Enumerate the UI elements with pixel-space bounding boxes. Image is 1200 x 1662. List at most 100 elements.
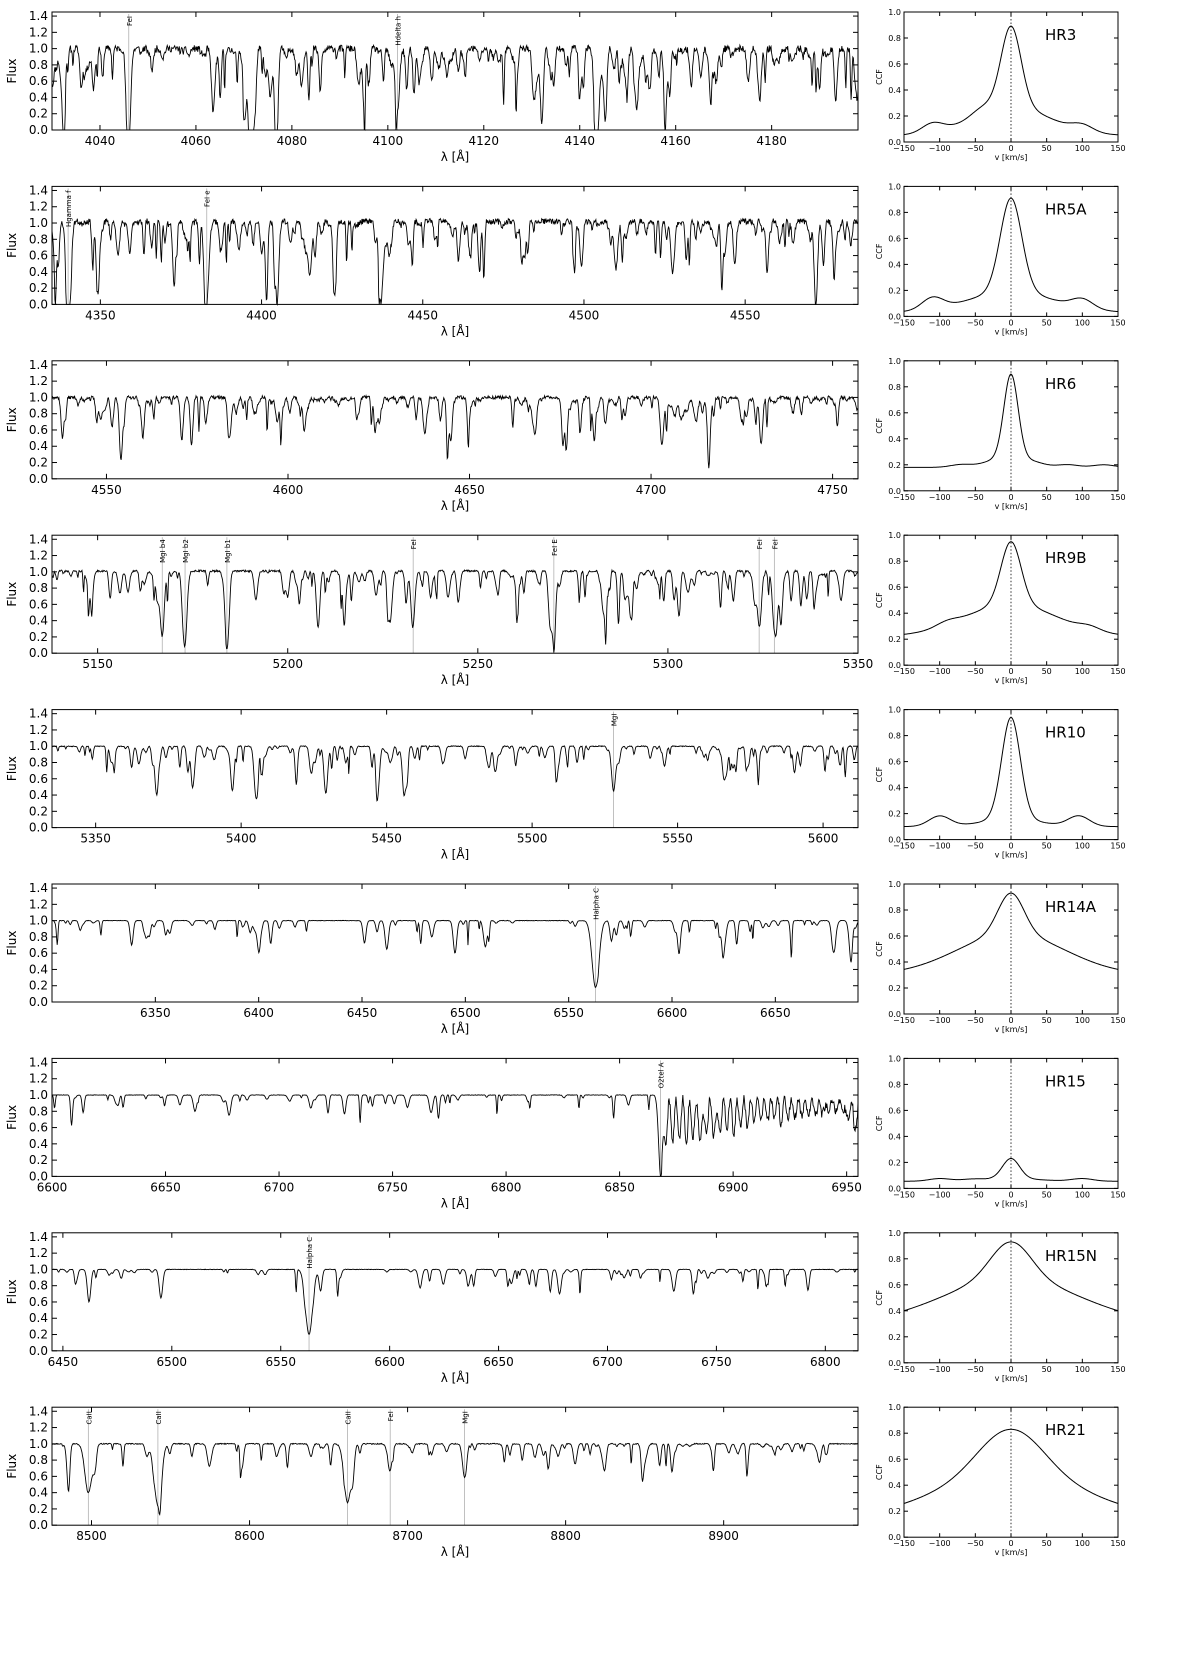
y-tick-label: 1.0 xyxy=(29,1437,48,1451)
y-tick-label: 0.4 xyxy=(888,958,901,967)
y-tick-label: 1.2 xyxy=(29,549,48,563)
spectrum-hr14a: 6350 6400 6450 6500 6550 6600 6650 0.0 0.2 0.4 0.6… xyxy=(5,881,859,1036)
x-tick-label: 4700 xyxy=(636,483,667,497)
setup-label: HR3 xyxy=(1045,26,1076,44)
y-tick-label: 0.8 xyxy=(888,557,901,566)
x-tick-label: 100 xyxy=(1075,1365,1090,1374)
y-axis-label: Flux xyxy=(5,59,19,84)
spectrum-hr6: 4550 4600 4650 4700 4750 0.0 0.2 0.4 0.6 0.8 1.0 1.… xyxy=(5,358,859,513)
x-tick-label: 5550 xyxy=(662,832,693,846)
line-label: FeI xyxy=(410,539,418,549)
y-axis-label: CCF xyxy=(875,941,884,957)
y-tick-label: 0.2 xyxy=(888,112,901,121)
ccf-line xyxy=(903,1241,1119,1312)
y-tick-label: 0.2 xyxy=(888,984,901,993)
x-tick-label: 0 xyxy=(1008,667,1013,676)
y-tick-label: 0.0 xyxy=(888,836,901,845)
x-tick-label: 100 xyxy=(1075,318,1090,327)
y-tick-label: 0.2 xyxy=(29,1328,48,1342)
y-tick-label: 1.4 xyxy=(29,532,48,546)
x-tick-label: −50 xyxy=(967,1016,984,1025)
y-tick-label: 0.6 xyxy=(888,583,901,592)
x-tick-label: −50 xyxy=(967,667,984,676)
x-tick-label: 100 xyxy=(1075,144,1090,153)
spectrum-hr3: 4040 4060 4080 4100 4120 4140 4160 4180 0.0 0.2 0.… xyxy=(5,9,859,164)
x-tick-label: −150 xyxy=(893,144,915,153)
y-tick-label: 0.0 xyxy=(888,661,901,670)
x-tick-label: 6550 xyxy=(265,1355,296,1369)
ccf-hr5a: −150 −100 −50 0 50 100 150 0.0 0.2 0.4 0.6 0.8 1.0 v … xyxy=(875,182,1126,336)
x-tick-label: 4040 xyxy=(85,134,116,148)
y-tick-label: 0.4 xyxy=(888,784,901,793)
y-tick-label: 0.0 xyxy=(29,472,48,486)
x-tick-label: 0 xyxy=(1008,318,1013,327)
x-tick-label: 8800 xyxy=(550,1529,581,1543)
y-tick-label: 0.0 xyxy=(29,1518,48,1532)
x-tick-label: 6600 xyxy=(374,1355,405,1369)
x-tick-label: 4600 xyxy=(273,483,304,497)
x-tick-label: 0 xyxy=(1008,1190,1013,1199)
x-tick-label: 6650 xyxy=(483,1355,514,1369)
y-tick-label: 0.8 xyxy=(888,1429,901,1438)
x-tick-label: 4500 xyxy=(569,308,600,322)
y-tick-label: 0.0 xyxy=(888,312,901,321)
x-tick-label: 5400 xyxy=(226,832,257,846)
y-tick-label: 0.6 xyxy=(29,597,48,611)
x-tick-label: 6550 xyxy=(553,1006,584,1020)
line-label: MgI b1 xyxy=(224,539,232,563)
y-tick-label: 0.6 xyxy=(888,1281,901,1290)
x-tick-label: 50 xyxy=(1042,1365,1052,1374)
line-label: FeI xyxy=(387,1411,395,1421)
x-tick-label: −100 xyxy=(929,1539,951,1548)
x-tick-label: −150 xyxy=(893,493,915,502)
ccf-line xyxy=(903,541,1119,635)
y-tick-label: 0.0 xyxy=(29,1344,48,1358)
line-label: FeI E xyxy=(551,539,559,556)
setup-label: HR9B xyxy=(1045,549,1087,567)
y-tick-label: 0.8 xyxy=(888,383,901,392)
setup-label: HR15 xyxy=(1045,1072,1086,1090)
x-tick-label: 6750 xyxy=(377,1180,408,1194)
x-tick-label: 4550 xyxy=(91,483,122,497)
x-tick-label: 6400 xyxy=(243,1006,274,1020)
y-tick-label: 0.4 xyxy=(29,788,48,802)
setup-label: HR21 xyxy=(1045,1421,1086,1439)
y-tick-label: 1.0 xyxy=(29,739,48,753)
y-axis-label: Flux xyxy=(5,233,19,258)
y-tick-label: 0.6 xyxy=(888,409,901,418)
x-tick-label: −100 xyxy=(929,1190,951,1199)
x-tick-label: 150 xyxy=(1110,1190,1125,1199)
x-axis-label: v [km/s] xyxy=(995,1199,1028,1208)
y-tick-label: 1.0 xyxy=(888,1054,901,1063)
y-axis-label: Flux xyxy=(5,582,19,607)
y-tick-label: 0.4 xyxy=(29,90,48,104)
y-tick-label: 0.8 xyxy=(888,1080,901,1089)
y-tick-label: 0.2 xyxy=(29,1153,48,1167)
y-tick-label: 0.8 xyxy=(29,1453,48,1467)
y-axis-label: CCF xyxy=(875,1290,884,1306)
x-tick-label: 0 xyxy=(1008,493,1013,502)
spectrum-hr15n: 6450 6500 6550 6600 6650 6700 6750 6800 0.0 0.2 0.… xyxy=(5,1230,859,1385)
y-tick-label: 0.4 xyxy=(888,435,901,444)
spectrum-hr21: 8500 8600 8700 8800 8900 0.0 0.2 0.4 0.6 0.8 1.0 1.… xyxy=(5,1404,859,1559)
x-tick-label: 4060 xyxy=(181,134,212,148)
y-tick-label: 0.6 xyxy=(888,1455,901,1464)
x-tick-label: 6450 xyxy=(347,1006,378,1020)
y-axis-label: Flux xyxy=(5,1279,19,1304)
y-tick-label: 1.0 xyxy=(888,1229,901,1238)
y-tick-label: 0.4 xyxy=(29,1137,48,1151)
x-axis-label: v [km/s] xyxy=(995,327,1028,336)
x-tick-label: 100 xyxy=(1075,842,1090,851)
x-tick-label: −100 xyxy=(929,1016,951,1025)
y-tick-label: 0.2 xyxy=(888,635,901,644)
y-axis-label: CCF xyxy=(875,1115,884,1131)
y-tick-label: 1.4 xyxy=(29,183,48,197)
x-tick-label: 50 xyxy=(1042,842,1052,851)
y-tick-label: 0.8 xyxy=(888,732,901,741)
y-tick-label: 0.2 xyxy=(888,810,901,819)
y-tick-label: 1.2 xyxy=(29,723,48,737)
spectrum-line xyxy=(51,217,859,306)
x-tick-label: 5350 xyxy=(80,832,111,846)
y-tick-label: 0.8 xyxy=(29,1104,48,1118)
